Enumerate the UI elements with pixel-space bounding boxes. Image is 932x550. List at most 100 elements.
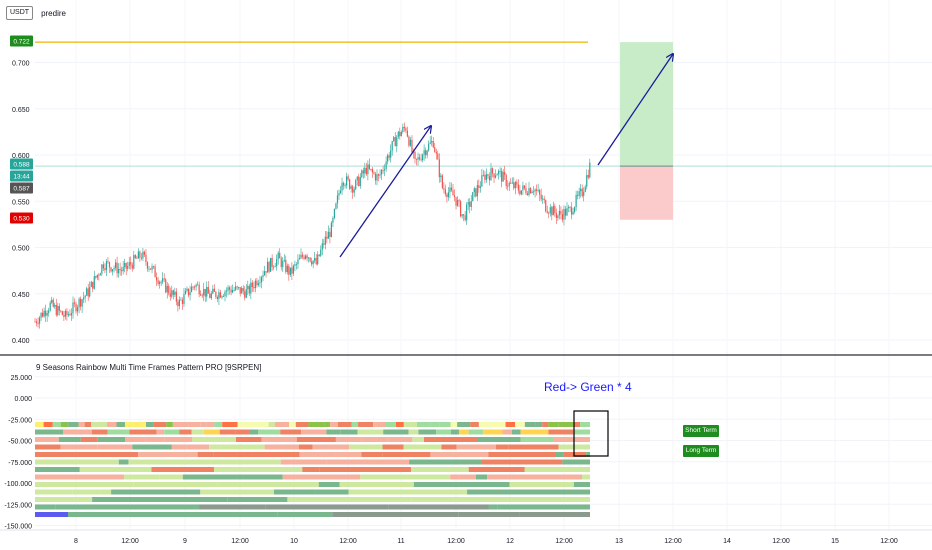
candle	[75, 303, 77, 312]
candle	[341, 182, 343, 191]
time-axis: 8 12:00 9 12:00 10 12:00 11 12:00 12 12:00 13 12:00…	[74, 538, 898, 545]
candle	[570, 207, 573, 215]
indicator-tick-label: -50.000	[8, 439, 32, 446]
candle	[479, 186, 481, 188]
candle	[198, 284, 200, 295]
candle	[529, 188, 532, 194]
candle	[396, 136, 398, 147]
currency-badge[interactable]: USDT	[6, 6, 34, 20]
heat-cell	[339, 482, 414, 487]
candle	[133, 255, 135, 269]
heat-cell	[92, 497, 170, 502]
candle	[183, 294, 185, 304]
heat-cell	[450, 429, 459, 435]
candle	[388, 155, 390, 158]
heat-cell	[186, 444, 210, 450]
candle	[456, 200, 459, 206]
candle	[422, 154, 424, 161]
candle	[57, 305, 59, 316]
heat-cell	[358, 422, 374, 427]
heat-cell	[35, 444, 61, 450]
heat-cell	[326, 429, 341, 435]
candle	[326, 236, 328, 239]
candle	[431, 141, 433, 143]
candle	[146, 262, 149, 269]
candle	[297, 259, 299, 265]
candle	[356, 176, 358, 181]
heat-cell	[439, 422, 451, 427]
heat-cell	[505, 422, 516, 427]
heat-cell	[261, 437, 297, 442]
candle	[513, 182, 515, 189]
price-badge-bg	[10, 158, 33, 170]
candle	[149, 268, 152, 270]
candle	[270, 257, 272, 272]
heat-cell	[468, 429, 484, 435]
heat-cell	[524, 467, 590, 472]
candle	[151, 266, 153, 270]
candle	[367, 164, 369, 175]
candle	[139, 251, 141, 258]
heat-cell	[558, 422, 574, 427]
candle	[408, 136, 410, 146]
price-badge-label: 0.722	[13, 39, 30, 46]
candle	[277, 252, 279, 259]
heat-cell	[308, 422, 325, 427]
candle	[569, 207, 571, 208]
candle	[426, 150, 428, 156]
candle	[329, 231, 331, 238]
price-badge-label: 13:44	[13, 174, 30, 181]
candle	[490, 168, 492, 181]
heat-cell	[172, 422, 189, 427]
heat-cell	[235, 437, 262, 442]
heat-cell	[520, 437, 554, 442]
heat-cell	[298, 444, 313, 450]
candle	[374, 173, 377, 181]
candle	[168, 285, 170, 294]
candle	[452, 190, 454, 196]
candle	[584, 186, 586, 192]
indicator-tick-label: -125.000	[4, 502, 32, 509]
heat-cell	[217, 482, 319, 487]
candle	[575, 194, 577, 208]
time-tick-label: 12:00	[121, 538, 139, 545]
heat-cell	[388, 504, 489, 510]
heat-cell	[441, 444, 457, 450]
candle	[207, 286, 209, 294]
price-axis: 0.400 0.450 0.500 0.550 0.600 0.650 0.700	[12, 61, 30, 346]
heat-cell	[97, 444, 133, 450]
candle	[140, 257, 142, 259]
candle	[216, 296, 218, 299]
price-tick-label: 0.450	[12, 292, 30, 299]
candle	[353, 189, 355, 193]
candle	[221, 296, 223, 298]
candle	[145, 254, 147, 263]
candle	[76, 307, 79, 312]
candle	[510, 182, 512, 184]
heat-cell	[35, 474, 125, 480]
candle	[519, 190, 521, 195]
heat-cell	[299, 452, 336, 457]
candle	[163, 278, 165, 280]
candle	[418, 157, 421, 160]
candle	[502, 171, 504, 182]
candle	[225, 290, 228, 292]
heat-cell	[548, 429, 574, 435]
candle	[335, 203, 337, 210]
candle	[178, 299, 180, 307]
heat-cell	[416, 422, 431, 427]
candle	[96, 274, 98, 278]
indicator-title[interactable]: 9 Seasons Rainbow Multi Time Frames Patt…	[36, 363, 262, 372]
candle	[148, 268, 150, 270]
candle	[336, 195, 339, 204]
heat-cell	[483, 429, 503, 435]
candle	[181, 299, 184, 304]
heat-cell	[84, 422, 92, 427]
candle	[84, 295, 86, 298]
candle	[292, 265, 294, 274]
heat-cell	[118, 459, 129, 465]
candle	[306, 255, 308, 259]
author-name[interactable]: predire	[41, 8, 66, 18]
candle	[485, 174, 488, 180]
